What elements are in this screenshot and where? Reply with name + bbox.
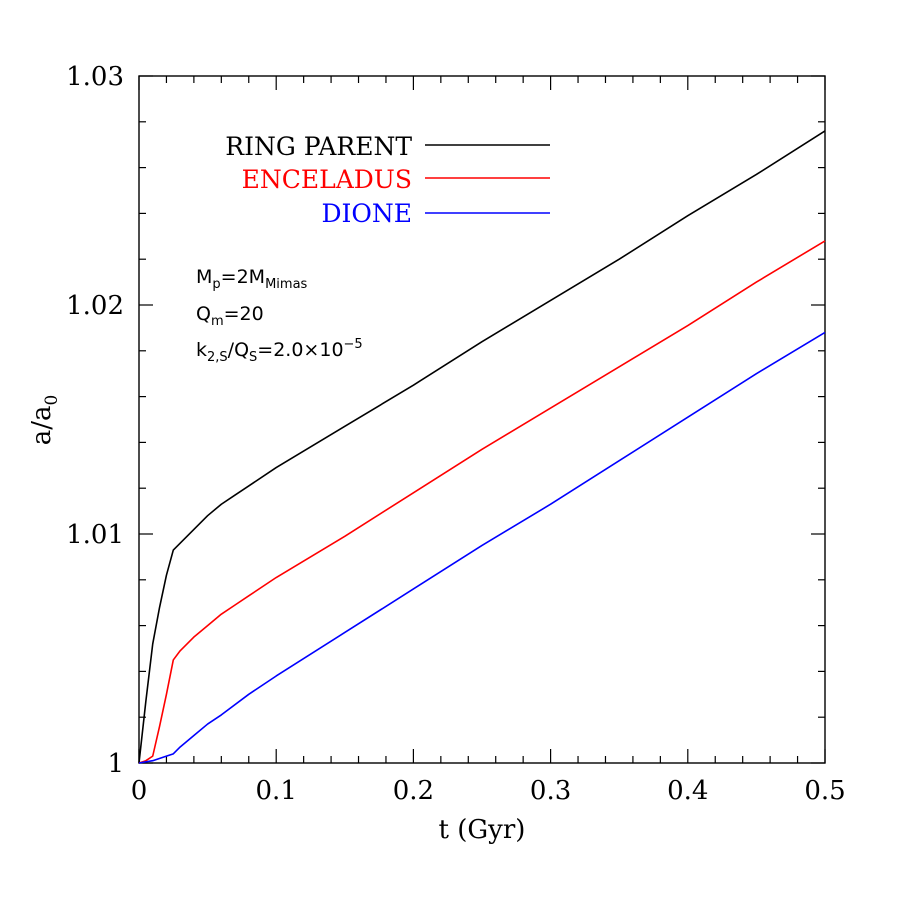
- y-tick-labels: 1 1.01 1.02 1.03: [66, 62, 124, 779]
- series-lines: [138, 130, 826, 764]
- legend: RING PARENT ENCELADUS DIONE: [225, 132, 550, 228]
- x-tick-label: 0.2: [393, 776, 434, 806]
- x-tick-label: 0.4: [667, 776, 708, 806]
- x-tick-label: 0.1: [256, 776, 297, 806]
- legend-label-enceladus: ENCELADUS: [242, 165, 412, 194]
- series-line-ring-parent: [138, 130, 826, 764]
- series-line-enceladus: [138, 240, 826, 764]
- y-tick-label: 1.02: [66, 291, 124, 321]
- annotation-mass: Mp=2MMimas: [196, 266, 308, 292]
- x-tick-label: 0.5: [804, 776, 845, 806]
- series-line-dione: [138, 331, 826, 764]
- y-axis-label-main: a/a: [27, 406, 57, 446]
- legend-label-dione: DIONE: [321, 199, 412, 228]
- y-tick-label: 1.03: [66, 62, 124, 92]
- y-axis-label-sub: 0: [42, 395, 62, 406]
- x-axis-label: t (Gyr): [439, 815, 526, 845]
- legend-label-ring-parent: RING PARENT: [225, 132, 412, 161]
- y-axis-label: a/a0: [27, 395, 62, 446]
- y-tick-label: 1: [107, 749, 124, 779]
- x-tick-labels: 0 0.1 0.2 0.3 0.4 0.5: [131, 776, 846, 806]
- parameter-annotations: Mp=2MMimas Qm=20 k2,S/QS=2.0×10−5: [196, 266, 363, 365]
- x-tick-label: 0: [131, 776, 148, 806]
- y-tick-label: 1.01: [66, 520, 124, 550]
- plot-frame: [138, 75, 826, 764]
- annotation-qm: Qm=20: [196, 303, 264, 329]
- x-tick-label: 0.3: [530, 776, 571, 806]
- annotation-k2s: k2,S/QS=2.0×10−5: [196, 337, 363, 365]
- axis-ticks: [138, 75, 826, 764]
